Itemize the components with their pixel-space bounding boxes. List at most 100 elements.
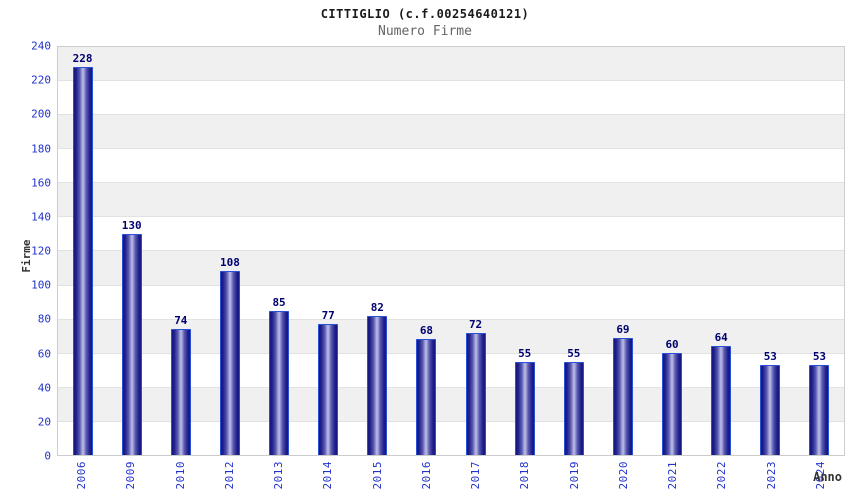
bar-value-label: 53 bbox=[763, 349, 777, 363]
x-tick-slot: 2022 bbox=[697, 461, 746, 500]
x-tick-label: 2022 bbox=[715, 461, 729, 490]
bar-value-label: 68 bbox=[419, 324, 434, 338]
y-tick-label: 160 bbox=[31, 176, 51, 190]
bar-value-label: 53 bbox=[812, 349, 827, 363]
bar-2024 bbox=[809, 364, 830, 455]
x-tick-label: 2014 bbox=[321, 461, 335, 490]
grid-band bbox=[58, 47, 844, 82]
x-tick-slot: 2013 bbox=[254, 461, 303, 500]
bar-2023 bbox=[760, 364, 781, 455]
x-tick-label: 2018 bbox=[518, 461, 532, 490]
x-tick-label: 2021 bbox=[666, 461, 680, 490]
y-tick-label: 20 bbox=[37, 415, 51, 429]
chart-subtitle: Numero Firme bbox=[378, 24, 472, 39]
x-axis-title: Anno bbox=[813, 470, 842, 484]
x-tick-slot: 2009 bbox=[106, 461, 155, 500]
bar-slot: 82 bbox=[353, 47, 402, 455]
x-axis: 2006 2009 2010 2012 2013 2014 2015 2016 2017 2018… bbox=[57, 461, 845, 500]
x-tick-label: 2017 bbox=[469, 461, 483, 490]
bar-2014 bbox=[318, 324, 339, 455]
bar-slot: 74 bbox=[156, 47, 205, 455]
grid-band bbox=[58, 81, 844, 116]
bar-2010 bbox=[170, 329, 191, 455]
bar-slot: 60 bbox=[648, 47, 697, 455]
x-tick-label: 2023 bbox=[764, 461, 778, 490]
grid-band bbox=[58, 149, 844, 184]
bar-slot: 53 bbox=[795, 47, 844, 455]
x-tick-label: 2010 bbox=[173, 461, 187, 490]
x-tick-slot: 2017 bbox=[451, 461, 500, 500]
y-tick-label: 200 bbox=[31, 107, 51, 121]
x-tick-label: 2009 bbox=[124, 461, 138, 490]
x-tick-label: 2006 bbox=[75, 461, 89, 490]
bar-2016 bbox=[416, 339, 437, 455]
x-tick-slot: 2023 bbox=[747, 461, 796, 500]
bar-2021 bbox=[662, 353, 683, 455]
bar-slot: 55 bbox=[549, 47, 598, 455]
bar-value-label: 60 bbox=[665, 338, 679, 351]
bar-slot: 77 bbox=[304, 47, 353, 455]
x-tick-slot: 2019 bbox=[550, 461, 599, 500]
grid-band bbox=[58, 285, 844, 320]
bar-2013 bbox=[269, 310, 290, 455]
x-tick-slot: 2015 bbox=[353, 461, 402, 500]
bar-value-label: 228 bbox=[72, 52, 93, 66]
chart-title: CITTIGLIO (c.f.00254640121) bbox=[320, 7, 530, 21]
x-tick-label: 2019 bbox=[567, 461, 581, 490]
x-tick-slot: 2014 bbox=[303, 461, 352, 500]
y-tick-label: 240 bbox=[31, 39, 51, 53]
y-tick-label: 100 bbox=[31, 278, 51, 292]
bar-2019 bbox=[563, 361, 584, 455]
bar-value-label: 108 bbox=[220, 256, 240, 270]
bar-slot: 55 bbox=[500, 47, 549, 455]
x-tick-label: 2012 bbox=[222, 461, 236, 490]
bar-value-label: 69 bbox=[616, 322, 630, 336]
bar-value-label: 77 bbox=[321, 309, 335, 323]
y-tick-label: 220 bbox=[31, 73, 51, 87]
x-tick-label: 2015 bbox=[370, 461, 384, 490]
bar-2020 bbox=[612, 337, 633, 455]
bar-value-label: 55 bbox=[518, 346, 532, 360]
grid-band bbox=[58, 183, 844, 218]
x-tick-slot: 2021 bbox=[648, 461, 697, 500]
bar-slot: 68 bbox=[402, 47, 451, 455]
bar-value-label: 64 bbox=[714, 331, 728, 345]
bar-2012 bbox=[219, 271, 240, 455]
y-tick-label: 40 bbox=[37, 381, 51, 395]
y-tick-label: 140 bbox=[31, 210, 51, 224]
y-axis: 0 20 40 60 80 100 120 140 160 180 200 220 240 bbox=[0, 40, 51, 463]
y-tick-label: 60 bbox=[37, 347, 51, 360]
bar-value-label: 82 bbox=[370, 300, 384, 314]
x-tick-slot: 2016 bbox=[402, 461, 451, 500]
plot-area: 228 130 74 108 85 77 82 68 72 55 55 69 60 64 53 53 bbox=[57, 46, 845, 456]
x-tick-label: 2020 bbox=[616, 461, 630, 490]
bar-slot: 53 bbox=[746, 47, 795, 455]
bar-slot: 69 bbox=[598, 47, 647, 455]
bar-value-label: 85 bbox=[272, 295, 286, 309]
bar-slot: 64 bbox=[697, 47, 746, 455]
grid-band bbox=[58, 217, 844, 252]
x-tick-label: 2013 bbox=[272, 461, 286, 490]
x-tick-slot: 2010 bbox=[156, 461, 205, 500]
y-tick-label: 180 bbox=[31, 142, 51, 155]
y-tick-label: 120 bbox=[31, 244, 51, 258]
bar-slot: 228 bbox=[58, 47, 107, 455]
bars-container: 228 130 74 108 85 77 82 68 72 55 55 69 60 64 53 53 bbox=[58, 47, 844, 455]
bar-2015 bbox=[367, 315, 388, 455]
bar-slot: 85 bbox=[255, 47, 304, 455]
bar-2022 bbox=[711, 346, 732, 455]
grid-band bbox=[58, 251, 844, 286]
bar-2018 bbox=[514, 361, 535, 455]
bar-2017 bbox=[465, 332, 486, 455]
bar-2009 bbox=[121, 234, 142, 455]
bar-value-label: 55 bbox=[567, 346, 581, 360]
bar-value-label: 74 bbox=[174, 314, 188, 328]
bar-slot: 130 bbox=[107, 47, 156, 455]
x-tick-slot: 2006 bbox=[57, 461, 106, 500]
grid-band bbox=[58, 115, 844, 150]
bar-2006 bbox=[72, 67, 93, 455]
x-tick-label: 2016 bbox=[419, 461, 433, 490]
bar-slot: 72 bbox=[451, 47, 500, 455]
bar-slot: 108 bbox=[205, 47, 254, 455]
